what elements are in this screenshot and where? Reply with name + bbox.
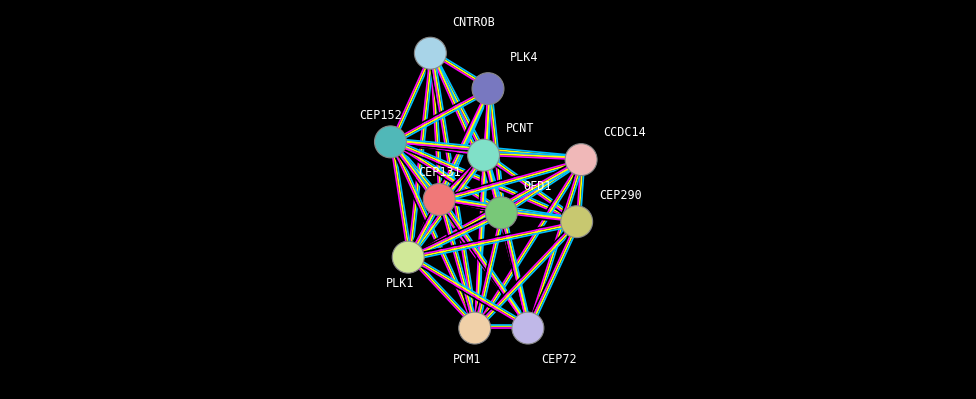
Text: CEP131: CEP131 bbox=[418, 166, 461, 180]
Text: PLK4: PLK4 bbox=[510, 51, 539, 64]
Ellipse shape bbox=[424, 184, 455, 215]
Text: PLK1: PLK1 bbox=[386, 277, 415, 290]
Text: PCM1: PCM1 bbox=[453, 353, 481, 365]
Text: CEP290: CEP290 bbox=[599, 189, 641, 201]
Ellipse shape bbox=[468, 139, 500, 171]
Ellipse shape bbox=[415, 37, 446, 69]
Ellipse shape bbox=[459, 312, 491, 344]
Text: CEP152: CEP152 bbox=[359, 109, 402, 122]
Text: CCDC14: CCDC14 bbox=[603, 126, 646, 140]
Text: PCNT: PCNT bbox=[506, 122, 534, 135]
Ellipse shape bbox=[485, 197, 517, 229]
Ellipse shape bbox=[560, 206, 592, 238]
Text: CNTROB: CNTROB bbox=[453, 16, 495, 29]
Ellipse shape bbox=[565, 144, 597, 176]
Ellipse shape bbox=[512, 312, 544, 344]
Ellipse shape bbox=[375, 126, 406, 158]
Text: CEP72: CEP72 bbox=[542, 353, 577, 365]
Ellipse shape bbox=[392, 241, 425, 273]
Text: OFD1: OFD1 bbox=[523, 180, 552, 193]
Ellipse shape bbox=[472, 73, 504, 105]
